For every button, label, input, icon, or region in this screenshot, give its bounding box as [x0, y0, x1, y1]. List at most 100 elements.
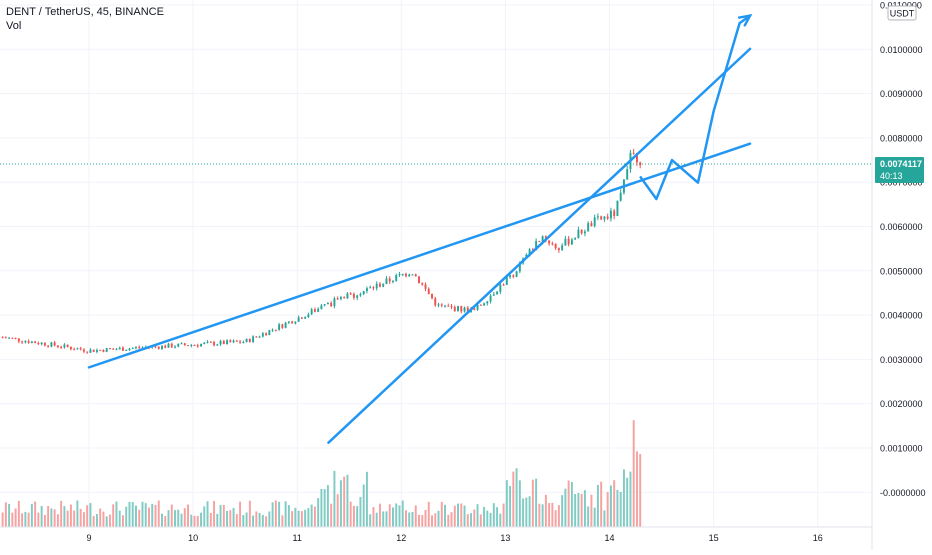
volume-bar — [369, 514, 372, 527]
volume-bar — [294, 507, 297, 527]
candle-body — [157, 346, 160, 349]
volume-bar — [21, 513, 24, 527]
time-axis[interactable]: 9 10 11 12 13 14 15 16 — [0, 526, 872, 543]
volume-bar — [336, 494, 339, 527]
time-tick-label: 13 — [500, 533, 510, 543]
candle-body — [372, 287, 375, 289]
candle-body — [349, 293, 352, 295]
candle-body — [346, 293, 349, 299]
last-price-badge: 0.0074117 40:13 — [875, 156, 924, 183]
candle-body — [4, 337, 7, 339]
volume-bar — [531, 479, 534, 527]
volume-bar — [17, 500, 20, 527]
volume-bar — [596, 484, 599, 527]
candle-body — [118, 347, 121, 350]
volume-bar — [538, 503, 541, 527]
candle-body — [531, 249, 534, 251]
volume-bar — [473, 509, 476, 527]
lower-trendline[interactable] — [327, 47, 752, 444]
price-tick-label: 0.0090000 — [880, 89, 923, 99]
volume-indicator-label[interactable]: Vol — [6, 20, 22, 32]
upper-trendline[interactable] — [87, 142, 752, 369]
candle-body — [40, 342, 43, 345]
candle-body — [382, 284, 385, 287]
volume-bar — [613, 480, 616, 527]
price-tick-label: 0.0080000 — [880, 133, 923, 143]
volume-bar — [102, 511, 105, 527]
currency-badge-text: USDT — [890, 9, 915, 19]
currency-badge[interactable]: USDT — [887, 5, 917, 21]
time-tick-label: 14 — [604, 533, 614, 543]
candle-body — [297, 317, 300, 322]
volume-bar — [216, 513, 219, 527]
volume-bar — [187, 504, 190, 527]
candle-body — [177, 343, 180, 347]
candle-body — [427, 288, 430, 295]
candle-body — [600, 216, 603, 220]
volume-bar — [183, 508, 186, 527]
candle-body — [287, 321, 290, 323]
candle-body — [53, 342, 56, 346]
volume-bar — [170, 504, 173, 527]
price-tick-label: -0.0000000 — [880, 488, 926, 498]
candle-body — [326, 302, 329, 305]
volume-bar — [278, 501, 281, 527]
candle-body — [333, 298, 336, 307]
last-price-countdown: 40:13 — [880, 171, 903, 181]
volume-bar — [291, 511, 294, 527]
volume-bar — [388, 504, 391, 527]
candle-body — [105, 348, 108, 352]
candle-body — [102, 349, 105, 352]
volume-bar — [343, 476, 346, 527]
candle-body — [499, 284, 502, 292]
time-tick-label: 12 — [396, 533, 406, 543]
candle-body — [320, 305, 323, 310]
candle-body — [170, 343, 173, 348]
candle-body — [551, 243, 554, 245]
time-tick-label: 16 — [813, 533, 823, 543]
candle-body — [27, 341, 30, 343]
candle-body — [453, 307, 456, 312]
candle-body — [583, 231, 586, 234]
candle-body — [108, 348, 111, 350]
candle-body — [457, 306, 460, 312]
volume-bar — [577, 493, 580, 527]
drawings[interactable] — [87, 13, 753, 444]
volume-bar — [492, 503, 495, 527]
volume-bar — [378, 503, 381, 527]
candle-body — [134, 347, 137, 349]
volume-bar — [564, 488, 567, 527]
candle-body — [619, 192, 622, 201]
candle-body — [37, 343, 40, 345]
volume-bar — [11, 512, 14, 527]
volume-bar — [544, 494, 547, 527]
volume-bar — [359, 496, 362, 527]
candle-body — [593, 217, 596, 227]
price-axis[interactable]: 0.01100000.01000000.00900000.00800000.00… — [871, 0, 926, 550]
candle-body — [248, 338, 251, 342]
volume-bar — [50, 508, 53, 527]
volume-bar — [131, 502, 134, 527]
volume-bar — [268, 511, 271, 527]
volume-bar — [421, 515, 424, 527]
candle-body — [200, 343, 203, 347]
candle-body — [418, 276, 420, 284]
volume-bar — [365, 471, 368, 527]
candle-body — [79, 348, 82, 350]
volume-bar — [125, 506, 128, 527]
candle-body — [164, 345, 167, 348]
volume-bar — [222, 505, 225, 527]
price-tick-label: 0.0100000 — [880, 45, 923, 55]
volume-bar — [4, 502, 7, 527]
volume-bar — [203, 506, 206, 527]
projection-path[interactable] — [639, 14, 752, 201]
symbol-title[interactable]: DENT / TetherUS, 45, BINANCE — [6, 6, 164, 18]
volume-bar — [167, 510, 170, 527]
candle-body — [336, 298, 339, 300]
candle-body — [66, 344, 69, 347]
candle-body — [203, 342, 206, 344]
volume-bar — [463, 505, 466, 527]
candle-body — [261, 333, 264, 337]
